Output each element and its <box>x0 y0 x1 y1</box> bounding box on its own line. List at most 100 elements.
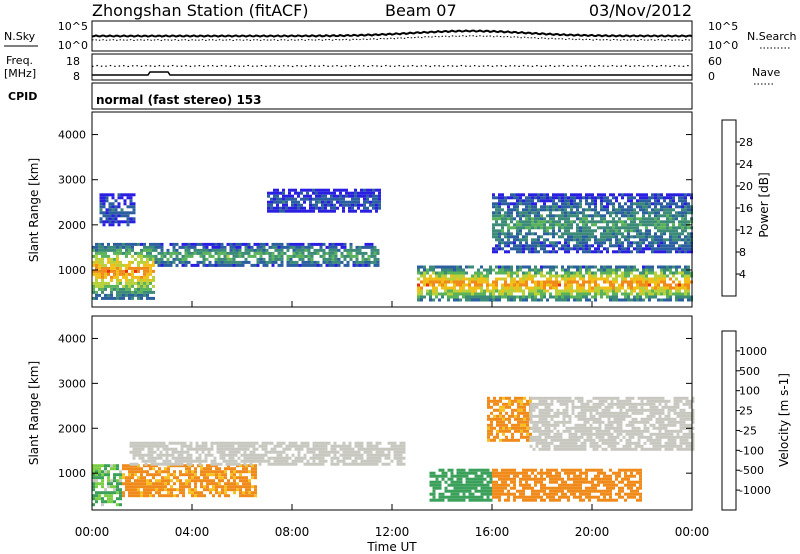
power-cell <box>546 220 549 224</box>
power-cell <box>525 202 528 206</box>
power-cell <box>295 251 299 255</box>
power-cell <box>134 281 137 285</box>
power-cell <box>340 245 344 249</box>
power-cell <box>681 250 684 254</box>
power-cell <box>205 245 209 249</box>
velocity-cell <box>529 411 533 415</box>
power-cell <box>101 290 104 294</box>
power-cell <box>606 268 609 272</box>
velocity-cell <box>95 473 98 477</box>
power-cell <box>267 206 270 210</box>
power-cell <box>105 220 109 224</box>
velocity-cell <box>279 450 283 454</box>
power-cell <box>321 200 324 204</box>
power-cell <box>369 194 372 198</box>
power-cell <box>501 193 504 197</box>
power-cell <box>591 265 594 269</box>
power-cell <box>211 263 215 267</box>
velocity-cell <box>186 459 190 463</box>
velocity-cell <box>477 474 481 478</box>
power-cell <box>321 188 324 192</box>
velocity-cell <box>144 459 148 463</box>
velocity-cell <box>228 450 232 454</box>
power-cell <box>642 286 645 290</box>
velocity-cell <box>267 441 271 445</box>
power-cell <box>184 263 188 267</box>
power-cell <box>564 217 567 221</box>
power-cell <box>660 193 663 197</box>
power-cell <box>364 245 368 249</box>
power-cell <box>543 202 546 206</box>
velocity-cell <box>254 476 257 480</box>
power-cell <box>307 248 311 252</box>
velocity-cell <box>354 441 358 445</box>
power-cell <box>349 248 353 252</box>
velocity-cell <box>285 459 289 463</box>
power-cell <box>300 197 303 201</box>
velocity-cell <box>345 453 349 457</box>
velocity-cell <box>505 438 508 442</box>
power-cell <box>129 196 133 200</box>
velocity-cell <box>429 498 433 502</box>
power-cell <box>208 251 212 255</box>
power-cell <box>229 251 233 255</box>
velocity-cell <box>234 453 238 457</box>
velocity-cell <box>230 467 233 471</box>
velocity-cell <box>378 453 382 457</box>
power-cell <box>119 245 122 249</box>
power-cell <box>564 205 567 209</box>
power-cell <box>540 199 543 203</box>
velocity-cell <box>588 495 591 499</box>
power-cell <box>591 196 594 200</box>
velocity-cell <box>498 471 501 475</box>
velocity-cell <box>597 471 600 475</box>
velocity-cell <box>378 456 382 460</box>
velocity-cell <box>594 474 597 478</box>
power-cell <box>321 206 324 210</box>
power-cell <box>160 251 164 255</box>
power-cell <box>627 232 630 236</box>
velocity-cell <box>486 489 490 493</box>
power-cell <box>108 202 112 206</box>
power-cell <box>522 202 525 206</box>
velocity-cell <box>531 471 534 475</box>
power-cell <box>567 283 570 287</box>
power-cell <box>516 232 519 236</box>
velocity-cell <box>564 492 567 496</box>
velocity-cell <box>531 495 534 499</box>
velocity-cell <box>104 494 107 498</box>
power-cell <box>594 199 597 203</box>
velocity-cell <box>399 447 403 451</box>
power-cell <box>125 290 128 294</box>
power-cell <box>504 202 507 206</box>
velocity-cell <box>366 447 370 451</box>
velocity-cell <box>465 489 469 493</box>
velocity-cell <box>543 492 546 496</box>
power-cell <box>582 220 585 224</box>
power-cell <box>328 248 332 252</box>
power-cell <box>597 277 600 281</box>
power-cell <box>307 260 311 264</box>
velocity-cell <box>556 420 560 424</box>
power-cell <box>639 217 642 221</box>
velocity-cell <box>159 450 163 454</box>
power-cell <box>107 296 110 300</box>
power-cell <box>531 295 534 299</box>
power-cell <box>537 223 540 227</box>
velocity-cell <box>514 438 517 442</box>
power-cell <box>531 202 534 206</box>
power-cell <box>633 247 636 251</box>
power-cell <box>262 263 266 267</box>
velocity-cell <box>550 423 554 427</box>
velocity-cell <box>267 459 271 463</box>
velocity-cell <box>246 453 250 457</box>
power-cell <box>588 220 591 224</box>
power-cell <box>522 283 525 287</box>
power-cell <box>531 217 534 221</box>
power-cell <box>477 292 480 296</box>
power-cell <box>651 235 654 239</box>
power-cell <box>107 245 110 249</box>
velocity-cell <box>188 485 191 489</box>
velocity-cell <box>576 477 579 481</box>
power-cell <box>582 286 585 290</box>
